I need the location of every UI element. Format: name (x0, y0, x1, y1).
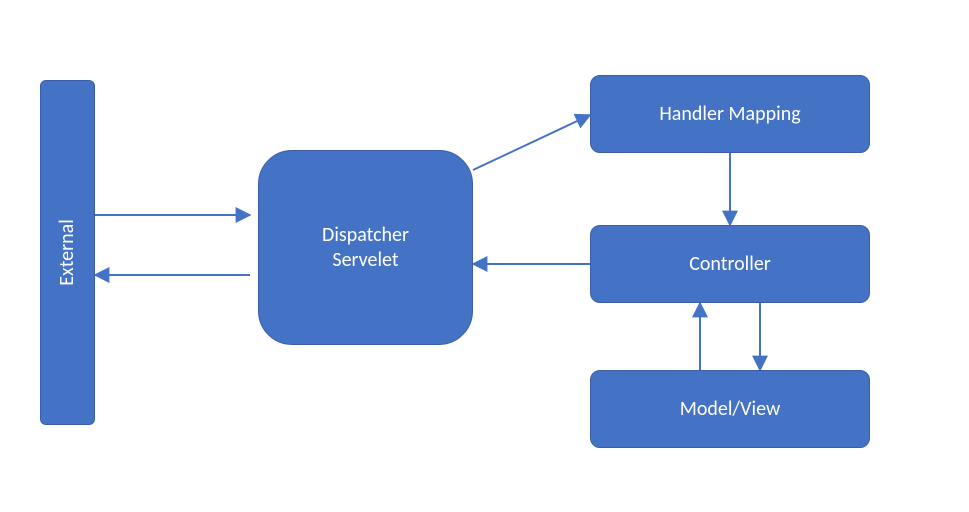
node-label-dispatcher: Dispatcher Servelet (322, 223, 409, 273)
node-handler: Handler Mapping (590, 75, 870, 153)
diagram-stage: External Dispatcher Servelet Handler Mappi… (0, 0, 969, 512)
edge-2 (473, 115, 590, 170)
node-label-handler: Handler Mapping (659, 102, 800, 127)
node-modelview: Model/View (590, 370, 870, 448)
node-label-external: External (55, 219, 80, 286)
node-controller: Controller (590, 225, 870, 303)
node-label-controller: Controller (689, 252, 771, 277)
node-dispatcher: Dispatcher Servelet (258, 150, 473, 345)
node-label-modelview: Model/View (680, 397, 781, 422)
node-external: External (40, 80, 95, 425)
